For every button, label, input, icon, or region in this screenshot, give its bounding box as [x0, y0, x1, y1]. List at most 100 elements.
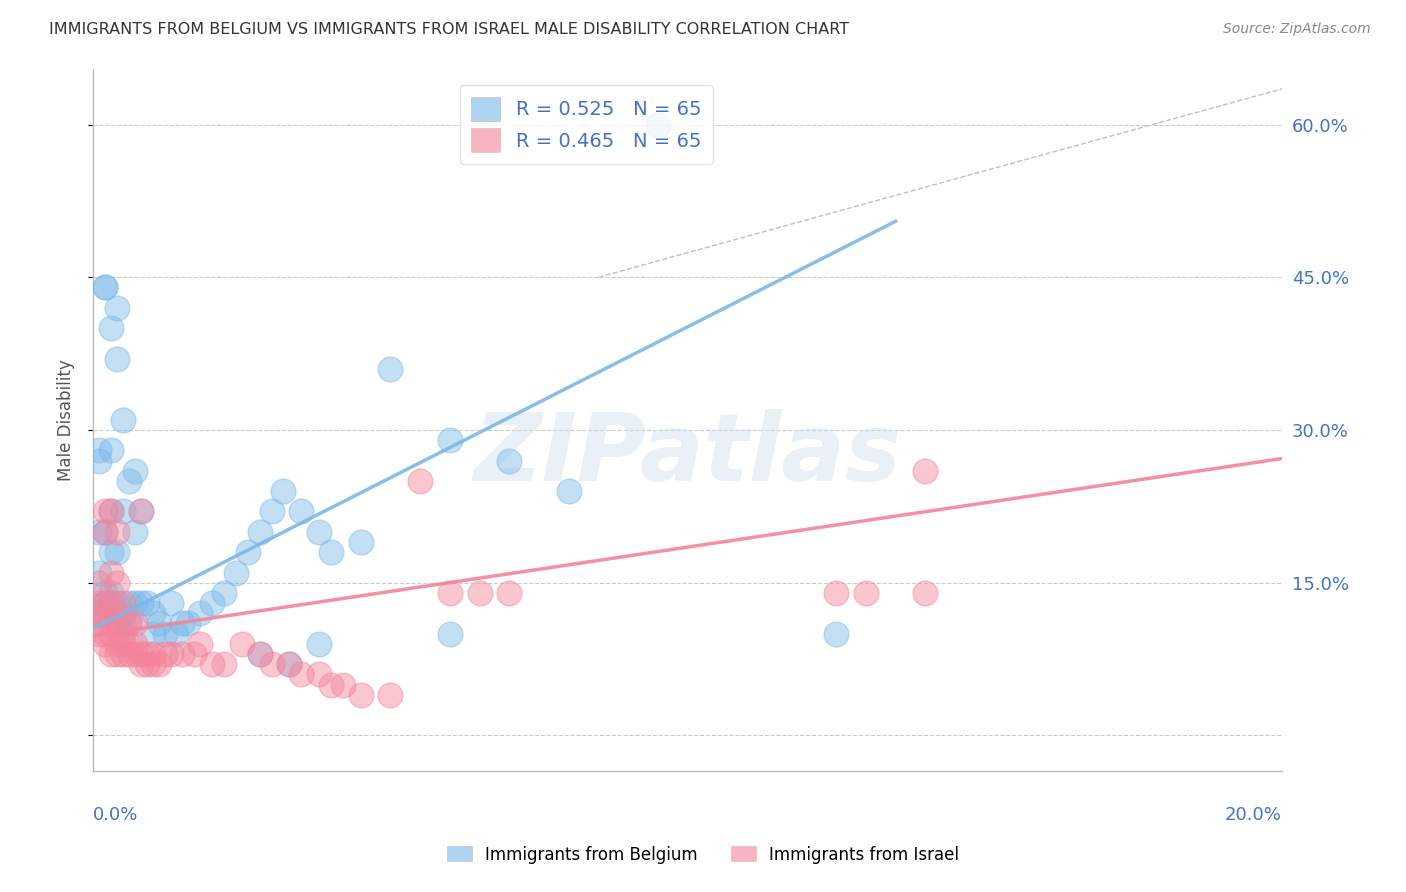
Point: [914, 464, 936, 478]
Point: [100, 321, 122, 335]
Point: [100, 443, 122, 458]
Point: [118, 616, 141, 631]
Point: [118, 647, 141, 661]
Point: [111, 626, 134, 640]
Point: [129, 647, 152, 661]
Point: [94, 280, 117, 294]
Point: [825, 626, 848, 640]
Text: 0.0%: 0.0%: [93, 806, 139, 824]
Point: [647, 118, 669, 132]
Point: [129, 657, 152, 672]
Point: [172, 647, 194, 661]
Point: [278, 657, 301, 672]
Point: [201, 596, 224, 610]
Point: [249, 647, 271, 661]
Point: [308, 524, 330, 539]
Point: [124, 596, 146, 610]
Point: [100, 596, 122, 610]
Point: [111, 596, 134, 610]
Point: [153, 647, 176, 661]
Point: [118, 616, 141, 631]
Point: [177, 616, 200, 631]
Point: [89, 607, 111, 621]
Point: [260, 504, 283, 518]
Point: [439, 586, 461, 600]
Point: [159, 647, 181, 661]
Point: [319, 545, 342, 559]
Point: [308, 637, 330, 651]
Point: [94, 596, 117, 610]
Point: [100, 626, 122, 640]
Point: [172, 616, 194, 631]
Point: [94, 596, 117, 610]
Point: [94, 607, 117, 621]
Point: [100, 504, 122, 518]
Point: [135, 657, 157, 672]
Point: [100, 504, 122, 518]
Point: [89, 616, 111, 631]
Point: [105, 616, 128, 631]
Point: [380, 688, 402, 702]
Point: [498, 453, 520, 467]
Point: [124, 524, 146, 539]
Point: [825, 586, 848, 600]
Point: [201, 657, 224, 672]
Point: [135, 596, 157, 610]
Point: [129, 596, 152, 610]
Point: [273, 484, 295, 499]
Point: [111, 647, 134, 661]
Point: [94, 524, 117, 539]
Point: [118, 474, 141, 488]
Point: [439, 626, 461, 640]
Point: [439, 433, 461, 447]
Point: [111, 607, 134, 621]
Point: [89, 453, 111, 467]
Point: [249, 524, 271, 539]
Point: [468, 586, 491, 600]
Point: [290, 504, 312, 518]
Point: [129, 504, 152, 518]
Point: [105, 647, 128, 661]
Point: [105, 351, 128, 366]
Point: [249, 647, 271, 661]
Point: [142, 607, 165, 621]
Point: [105, 301, 128, 315]
Point: [236, 545, 259, 559]
Point: [111, 413, 134, 427]
Text: IMMIGRANTS FROM BELGIUM VS IMMIGRANTS FROM ISRAEL MALE DISABILITY CORRELATION CH: IMMIGRANTS FROM BELGIUM VS IMMIGRANTS FR…: [49, 22, 849, 37]
Text: 20.0%: 20.0%: [1225, 806, 1282, 824]
Point: [118, 637, 141, 651]
Point: [212, 657, 235, 672]
Point: [89, 596, 111, 610]
Point: [380, 362, 402, 376]
Point: [350, 535, 373, 549]
Point: [94, 586, 117, 600]
Point: [409, 474, 432, 488]
Point: [89, 566, 111, 580]
Point: [105, 575, 128, 590]
Point: [89, 626, 111, 640]
Point: [89, 524, 111, 539]
Text: Source: ZipAtlas.com: Source: ZipAtlas.com: [1223, 22, 1371, 37]
Point: [188, 607, 211, 621]
Point: [100, 616, 122, 631]
Point: [124, 647, 146, 661]
Point: [290, 667, 312, 681]
Point: [153, 626, 176, 640]
Point: [105, 524, 128, 539]
Text: ZIPatlas: ZIPatlas: [474, 409, 901, 501]
Point: [105, 637, 128, 651]
Point: [148, 616, 170, 631]
Point: [124, 616, 146, 631]
Point: [260, 657, 283, 672]
Point: [135, 647, 157, 661]
Point: [855, 586, 877, 600]
Point: [124, 637, 146, 651]
Point: [498, 586, 520, 600]
Point: [89, 575, 111, 590]
Point: [111, 637, 134, 651]
Point: [100, 586, 122, 600]
Point: [212, 586, 235, 600]
Legend: Immigrants from Belgium, Immigrants from Israel: Immigrants from Belgium, Immigrants from…: [440, 839, 966, 871]
Point: [94, 280, 117, 294]
